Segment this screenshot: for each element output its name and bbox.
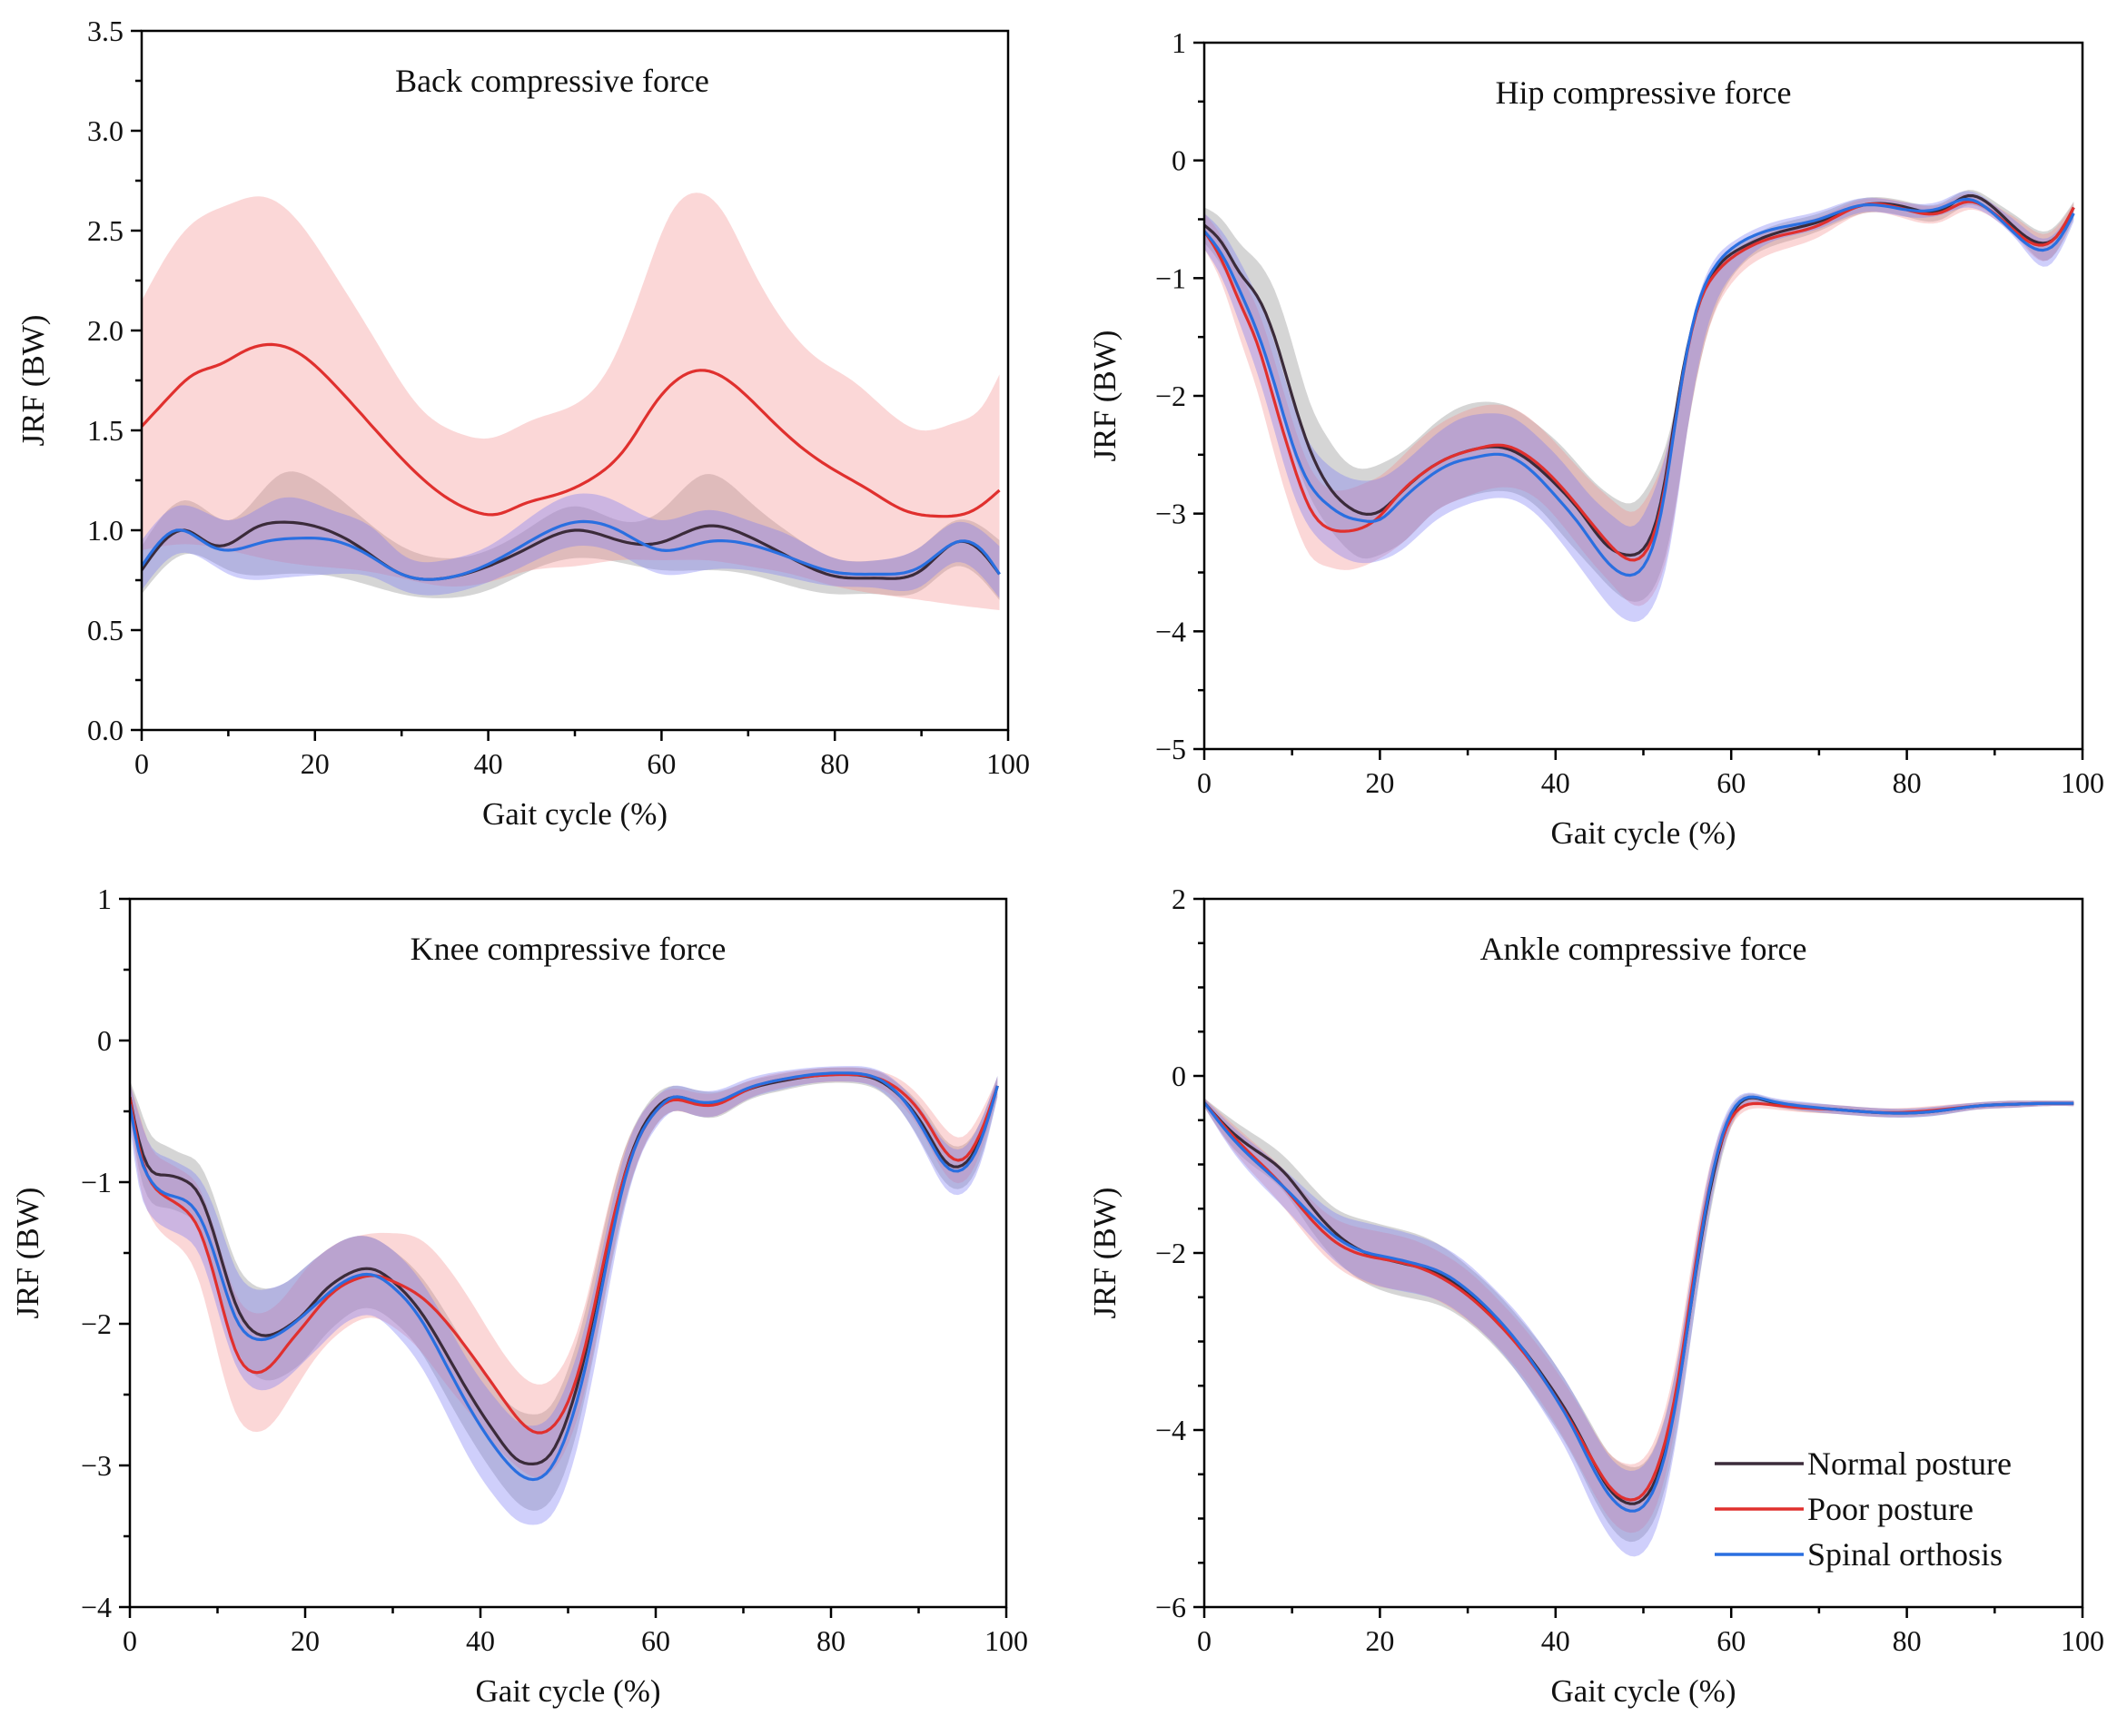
y-tick-label: −2 [81, 1307, 112, 1340]
x-tick-label: 100 [2061, 766, 2104, 799]
x-tick-label: 40 [474, 747, 503, 780]
chart-title: Knee compressive force [411, 931, 727, 967]
x-tick-label: 0 [1197, 766, 1212, 799]
x-tick-label: 60 [1716, 1624, 1746, 1657]
legend: Normal posture Poor posture Spinal orthosi… [1715, 1445, 2012, 1573]
x-tick-label: 100 [2061, 1624, 2104, 1657]
x-tick-label: 60 [1716, 766, 1746, 799]
x-tick-label: 100 [986, 747, 1030, 780]
plot-area [142, 192, 1001, 610]
x-axis-label: Gait cycle (%) [1550, 1673, 1736, 1709]
y-tick-label: −2 [1155, 1237, 1186, 1269]
x-tick-label: 20 [1365, 1624, 1394, 1657]
chart-panel-back: 0 20 40 60 80 100 0.0 0.5 1.0 1.5 2.0 2.5 3.0 3.5 Gait… [15, 15, 1030, 832]
line-orthosis [1204, 197, 2075, 577]
line-normal [1204, 194, 2075, 557]
legend-label: Spinal orthosis [1807, 1536, 2003, 1573]
line-orthosis [1204, 1095, 2074, 1513]
y-tick-label: 1.5 [87, 414, 124, 447]
plot-frame [128, 897, 1008, 1609]
y-axis-label: JRF (BW) [1087, 1188, 1123, 1319]
x-axis-label: Gait cycle (%) [475, 1673, 660, 1709]
y-tick-label: 0 [97, 1024, 112, 1057]
band-normal [142, 471, 1000, 600]
band-orthosis [1204, 191, 2074, 622]
band-orthosis [142, 493, 1000, 598]
x-axis-label: Gait cycle (%) [1550, 815, 1736, 851]
x-tick-label: 80 [1893, 766, 1922, 799]
legend-label: Poor posture [1807, 1491, 1974, 1527]
y-axis-label: JRF (BW) [1087, 330, 1123, 462]
x-tick-label: 20 [301, 747, 330, 780]
line-poor [142, 342, 1001, 518]
y-tick-label: −1 [1155, 261, 1186, 294]
y-tick-label: −3 [1155, 498, 1186, 530]
chart-panel-ankle: 0 20 40 60 80 100 −6 −4 −2 0 2 Gait cycle (%) JRF (B… [1087, 883, 2104, 1709]
x-tick-label: 80 [1893, 1624, 1922, 1657]
x-tick-label: 60 [641, 1624, 670, 1657]
plot-frame [1202, 41, 2084, 751]
plot-area [130, 1066, 999, 1525]
y-tick-label: 2.0 [87, 314, 124, 347]
line-normal [1204, 1096, 2074, 1505]
band-normal [1204, 190, 2074, 602]
band-orthosis [1204, 1092, 2074, 1557]
y-tick-label: 1 [97, 883, 112, 915]
plot-area [1204, 1092, 2074, 1557]
chart-title: Hip compressive force [1496, 74, 1792, 111]
y-tick-label: 3.0 [87, 114, 124, 147]
line-poor [1204, 200, 2075, 562]
chart-title: Back compressive force [395, 63, 709, 99]
y-tick-label: −4 [1155, 1414, 1186, 1446]
line-poor [1204, 1101, 2074, 1502]
x-tick-label: 0 [1197, 1624, 1212, 1657]
x-tick-label: 0 [123, 1624, 137, 1657]
plot-area [1204, 190, 2075, 622]
y-tick-label: 3.5 [87, 15, 124, 47]
y-tick-label: 0.5 [87, 614, 124, 646]
y-tick-label: 2 [1172, 883, 1186, 915]
y-tick-label: −4 [81, 1591, 112, 1623]
y-tick-label: 1.0 [87, 514, 124, 547]
y-tick-label: 1 [1172, 26, 1186, 59]
y-axis-label: JRF (BW) [15, 315, 51, 447]
y-tick-label: 0.0 [87, 714, 124, 746]
y-tick-label: 2.5 [87, 214, 124, 247]
y-tick-label: 0 [1172, 144, 1186, 177]
y-tick-label: −2 [1155, 380, 1186, 412]
y-tick-label: 0 [1172, 1060, 1186, 1092]
line-orthosis [130, 1071, 999, 1482]
x-tick-label: 20 [1365, 766, 1394, 799]
chart-panel-knee: 0 20 40 60 80 100 −4 −3 −2 −1 0 1 Gait cycle (%) JRF … [10, 883, 1028, 1709]
x-axis-label: Gait cycle (%) [482, 796, 668, 832]
x-tick-label: 100 [984, 1624, 1028, 1657]
x-tick-label: 40 [466, 1624, 495, 1657]
legend-label: Normal posture [1807, 1445, 2012, 1482]
x-tick-label: 60 [647, 747, 676, 780]
y-tick-label: −5 [1155, 733, 1186, 765]
y-tick-label: −6 [1155, 1591, 1186, 1623]
chart-panel-hip: 0 20 40 60 80 100 −5 −4 −3 −2 −1 0 1 Gait cycle (%) JR… [1087, 26, 2104, 851]
y-axis-label: JRF (BW) [10, 1188, 45, 1319]
x-tick-label: 20 [291, 1624, 320, 1657]
x-tick-label: 40 [1541, 1624, 1570, 1657]
y-tick-label: −3 [81, 1449, 112, 1482]
line-orthosis [142, 519, 1001, 581]
x-tick-label: 0 [134, 747, 149, 780]
x-tick-label: 80 [820, 747, 849, 780]
y-tick-label: −4 [1155, 615, 1186, 647]
band-orthosis [130, 1066, 998, 1525]
band-poor [142, 192, 1000, 610]
line-normal [142, 520, 1001, 581]
chart-title: Ankle compressive force [1480, 931, 1807, 967]
y-tick-label: −1 [81, 1166, 112, 1198]
band-poor [1204, 193, 2074, 607]
x-tick-label: 80 [816, 1624, 846, 1657]
x-tick-label: 40 [1541, 766, 1570, 799]
